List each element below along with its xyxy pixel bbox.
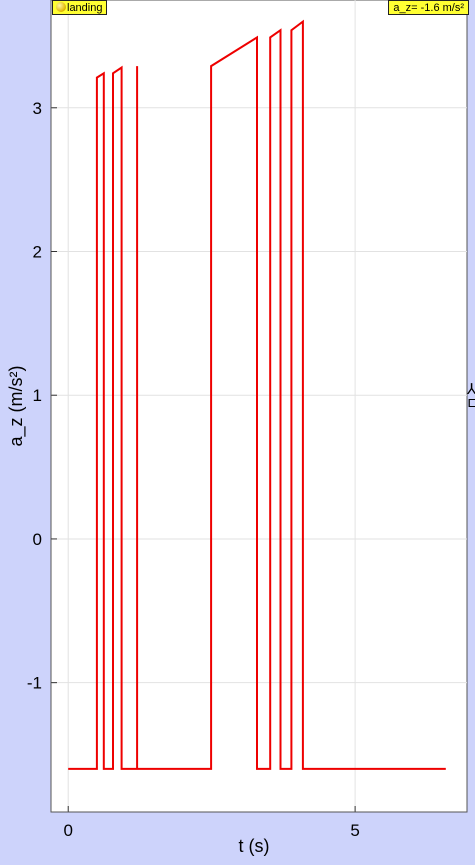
legend-label: landing bbox=[67, 2, 103, 14]
series-line-a-z bbox=[68, 19, 446, 770]
legend-badge[interactable]: landing bbox=[52, 0, 108, 15]
y-tick-label: 3 bbox=[33, 99, 42, 118]
tick-labels: -1 0 1 2 3 0 5 bbox=[27, 99, 360, 840]
x-tick-label: 5 bbox=[350, 821, 359, 840]
x-axis-label: t (s) bbox=[239, 836, 270, 856]
y-tick-label: 2 bbox=[33, 243, 42, 262]
y-tick-label: 1 bbox=[33, 386, 42, 405]
y-axis-label: a_z (m/s²) bbox=[6, 366, 27, 447]
adjacent-panel-edge: ⅄ ⊏ bbox=[467, 383, 475, 411]
plot-area bbox=[50, 0, 468, 813]
grid bbox=[51, 0, 467, 812]
value-readout: a_z= -1.6 m/s² bbox=[388, 0, 469, 15]
x-tick-label: 0 bbox=[63, 821, 72, 840]
y-tick-label: -1 bbox=[27, 674, 42, 693]
yellow-ball-icon bbox=[56, 2, 66, 12]
y-tick-label: 0 bbox=[33, 530, 42, 549]
